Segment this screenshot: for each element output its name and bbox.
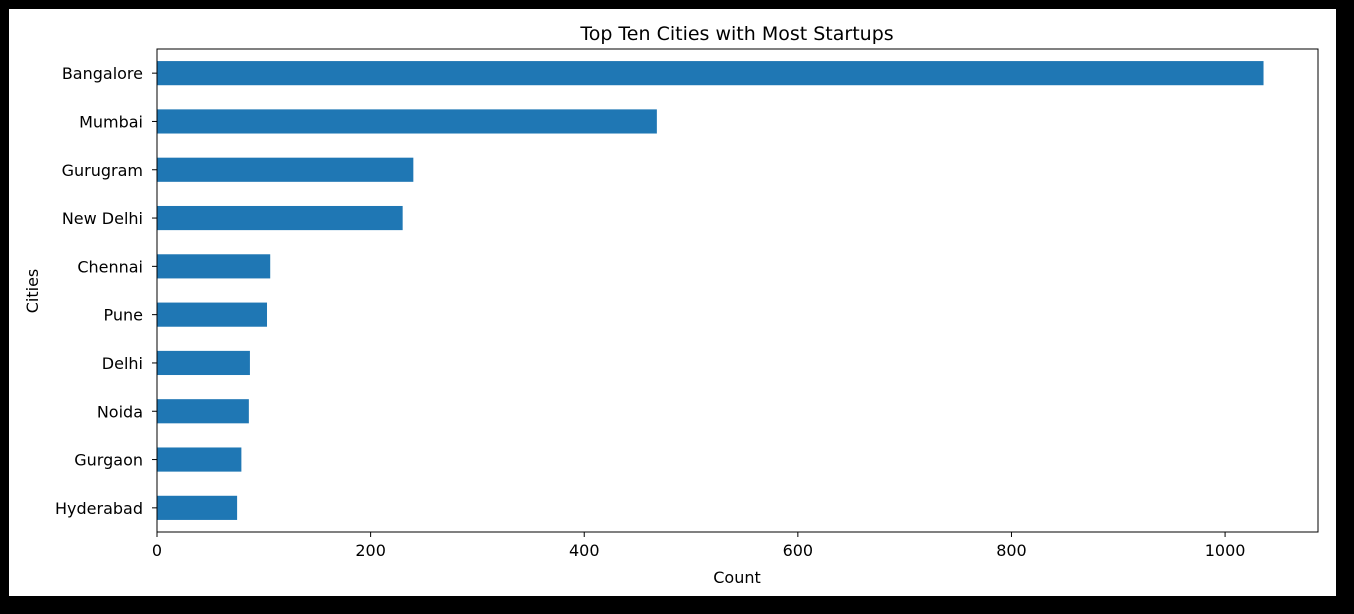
y-tick-label: New Delhi [62, 209, 143, 228]
x-axis-label: Count [713, 568, 761, 587]
y-tick-label: Noida [97, 402, 143, 421]
x-tick-label: 0 [152, 541, 162, 560]
y-tick-label: Delhi [102, 354, 143, 373]
y-tick-label: Mumbai [79, 112, 143, 131]
x-tick-label: 200 [355, 541, 386, 560]
chart-title: Top Ten Cities with Most Startups [579, 23, 893, 45]
y-tick-label: Gurgaon [74, 451, 143, 470]
x-tick-label: 800 [996, 541, 1027, 560]
bar-chennai [157, 254, 271, 279]
x-tick-label: 400 [569, 541, 600, 560]
y-axis-label: Cities [23, 269, 42, 314]
bars-group [157, 61, 1264, 520]
y-tick-label: Pune [104, 306, 144, 325]
bar-gurugram [157, 157, 414, 182]
x-tick-label: 1000 [1205, 541, 1246, 560]
x-tick-label: 600 [783, 541, 814, 560]
plot-frame [156, 48, 1319, 533]
bar-mumbai [157, 109, 657, 134]
x-axis-ticks: 0 200 400 600 800 1000 [152, 532, 1246, 560]
bar-delhi [157, 350, 250, 376]
bar-new-delhi [157, 205, 403, 231]
y-tick-label: Hyderabad [55, 499, 143, 518]
bar-noida [157, 399, 249, 424]
y-axis-ticks: Bangalore Mumbai Gurugram New Delhi Chennai P… [55, 64, 157, 518]
bar-hyderabad [157, 495, 238, 520]
y-tick-label: Bangalore [62, 64, 143, 83]
y-tick-label: Gurugram [62, 161, 143, 180]
bar-gurgaon [157, 447, 242, 472]
y-tick-label: Chennai [77, 257, 143, 276]
bar-bangalore [157, 61, 1264, 86]
bar-pune [157, 302, 268, 327]
